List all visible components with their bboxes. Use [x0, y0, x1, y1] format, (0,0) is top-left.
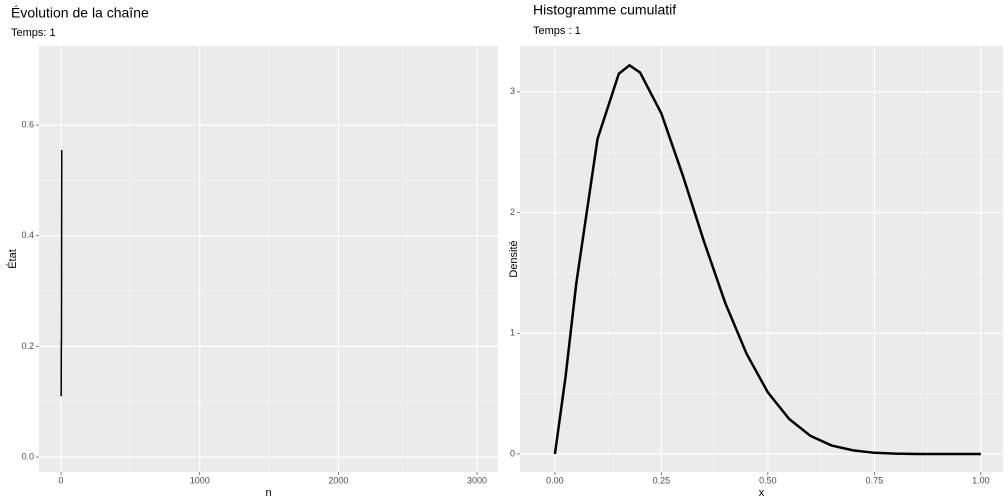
y-axis-label: Densité — [508, 240, 520, 277]
chart-subtitle: Temps : 1 — [533, 25, 581, 37]
x-tick-label: 0.75 — [866, 475, 884, 485]
chart-subtitle: Temps: 1 — [11, 27, 56, 39]
y-tick-label: 1 — [510, 328, 515, 338]
y-tick-label: 2 — [510, 207, 515, 217]
y-tick-label: 0.0 — [21, 451, 34, 461]
x-tick-label: 0 — [59, 475, 64, 485]
x-axis-label: n — [265, 487, 271, 499]
y-tick-label: 0.2 — [21, 341, 34, 351]
panel-background — [39, 46, 498, 472]
x-tick-label: 3000 — [467, 475, 487, 485]
y-tick-label: 3 — [510, 86, 515, 96]
x-tick-label: 0.00 — [546, 475, 564, 485]
data-line — [60, 150, 63, 397]
chart-title: Histogramme cumulatif — [533, 2, 676, 18]
x-tick-label: 1000 — [190, 475, 210, 485]
y-tick-label: 0.4 — [21, 230, 34, 240]
chart-title: Évolution de la chaîne — [11, 5, 149, 21]
x-axis-label: x — [759, 487, 765, 499]
data-line — [553, 64, 981, 456]
x-tick-label: 2000 — [328, 475, 348, 485]
x-tick-label: 0.25 — [653, 475, 671, 485]
x-tick-label: 0.50 — [759, 475, 777, 485]
y-axis-label: État — [6, 249, 19, 269]
y-tick-label: 0.6 — [21, 119, 34, 129]
x-tick-label: 1.00 — [972, 475, 990, 485]
panel-background — [520, 46, 1003, 472]
y-tick-label: 0 — [510, 448, 515, 458]
